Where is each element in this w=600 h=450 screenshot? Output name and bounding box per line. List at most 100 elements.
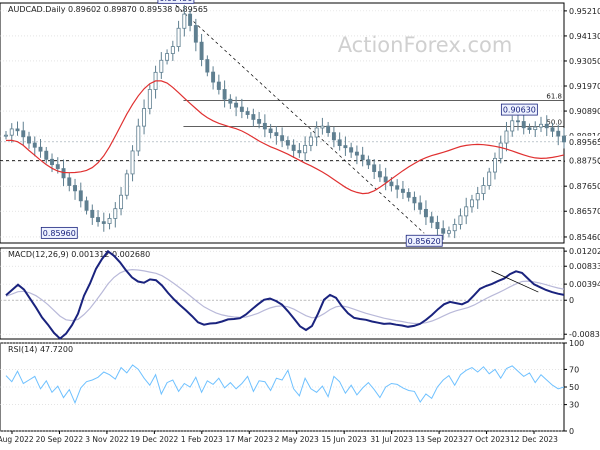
x-tick-label: 3 Nov 2022 xyxy=(85,435,128,444)
candle-body xyxy=(9,128,14,136)
fib-level-label: 61.8 xyxy=(546,92,562,100)
candle-body xyxy=(176,27,181,47)
x-tick-label: 20 Sep 2022 xyxy=(36,435,84,444)
price-tick-label: 0.87650 xyxy=(569,182,600,191)
candle-body xyxy=(326,125,331,134)
candle-body xyxy=(147,89,152,109)
candle-body xyxy=(320,125,325,129)
price-panel-frame xyxy=(0,2,565,244)
candle-body xyxy=(395,185,400,190)
candle-body xyxy=(297,150,302,154)
candle-body xyxy=(429,216,434,223)
macd-signal-line xyxy=(5,268,565,325)
price-annotation-box xyxy=(405,234,443,247)
candle-body xyxy=(556,130,561,137)
rsi-tick-label: 50 xyxy=(569,383,579,392)
candle-body xyxy=(113,208,118,219)
price-tick-label: 0.94130 xyxy=(569,32,600,41)
candle-body xyxy=(400,188,405,193)
price-tick-label: 0.95210 xyxy=(569,7,600,16)
candle-body xyxy=(199,41,204,60)
macd-tick-label: -0.008331 xyxy=(569,330,600,339)
macd-line xyxy=(5,249,565,340)
candle-body xyxy=(55,164,60,169)
current-price-label: 0.89565 xyxy=(569,138,600,147)
candle-body xyxy=(562,135,566,143)
candle-body xyxy=(222,89,227,100)
candle-body xyxy=(67,177,72,186)
candle-body xyxy=(337,139,342,147)
rsi-line xyxy=(5,364,565,405)
candle-body xyxy=(245,111,250,115)
candle-body xyxy=(308,136,313,146)
candle-body xyxy=(262,122,267,130)
macd-tick-label: 0.012028 xyxy=(569,247,600,256)
candle-body xyxy=(61,168,66,179)
candle-body xyxy=(377,171,382,178)
candle-body xyxy=(550,127,555,132)
candle-body xyxy=(107,218,112,224)
price-annotation-label: 0.90630 xyxy=(503,106,536,115)
price-annotation-box xyxy=(500,103,538,116)
candle-body xyxy=(435,221,440,230)
x-tick-label: 27 Oct 2023 xyxy=(463,435,510,444)
candle-body xyxy=(251,114,256,120)
price-tick-label: 0.91970 xyxy=(569,82,600,91)
candle-body xyxy=(27,136,31,144)
candle-body xyxy=(498,142,503,159)
price-tick-label: 0.90890 xyxy=(569,107,600,116)
candle-body xyxy=(73,185,77,192)
candle-body xyxy=(360,154,365,161)
x-tick-label: 1 Feb 2023 xyxy=(181,435,223,444)
candle-body xyxy=(475,193,480,201)
rsi-tick-label: 100 xyxy=(569,339,584,348)
candle-body xyxy=(38,146,43,152)
candle-body xyxy=(15,128,20,132)
candle-body xyxy=(372,164,377,172)
candle-body xyxy=(366,159,371,166)
candle-body xyxy=(159,59,164,73)
candle-body xyxy=(452,224,457,232)
candle-body xyxy=(544,123,549,129)
candle-body xyxy=(4,134,8,137)
price-annotation-label: 0.95450 xyxy=(159,0,192,3)
candle-body xyxy=(412,196,417,204)
macd-tick-label: 0.008331 xyxy=(569,262,600,271)
candle-body xyxy=(44,150,49,160)
price-tick-label: 0.93050 xyxy=(569,57,600,66)
rsi-panel: 100 70 50 30 0 RSI(14) 47.7200 xyxy=(0,339,584,436)
candle-body xyxy=(314,127,319,138)
candle-body xyxy=(216,81,221,90)
candle-body xyxy=(487,171,492,186)
candle-body xyxy=(234,102,239,108)
candle-body xyxy=(211,71,216,83)
candle-body xyxy=(274,132,279,137)
candle-body xyxy=(423,208,428,218)
candle-body xyxy=(446,230,451,234)
macd-tick-label: 0.003947 xyxy=(569,280,600,289)
candle-body xyxy=(464,206,469,217)
candle-body xyxy=(257,119,262,124)
fib-level-label: 50.0 xyxy=(546,119,562,127)
candle-body xyxy=(268,128,273,134)
candle-body xyxy=(101,221,106,224)
candle-body xyxy=(291,144,296,151)
macd-panel-frame xyxy=(0,247,565,340)
candle-body xyxy=(418,202,423,210)
candle-body xyxy=(142,108,147,127)
watermark-text: ActionForex.com xyxy=(338,33,513,57)
candle-body xyxy=(458,215,463,225)
x-tick-label: 13 Sep 2023 xyxy=(415,435,463,444)
x-tick-label: 17 Mar 2023 xyxy=(225,435,273,444)
x-tick-label: 19 Dec 2022 xyxy=(130,435,178,444)
price-chart-title: AUDCAD.Daily 0.89602 0.89870 0.89538 0.8… xyxy=(8,5,208,14)
moving-average-line xyxy=(5,80,565,195)
price-tick-label: 0.85460 xyxy=(569,233,600,242)
candle-body xyxy=(130,150,135,175)
price-annotation-box xyxy=(157,0,195,4)
candle-body xyxy=(193,25,198,43)
x-tick-label: 31 Jul 2023 xyxy=(370,435,413,444)
x-tick-label: 5 Aug 2022 xyxy=(0,435,34,444)
